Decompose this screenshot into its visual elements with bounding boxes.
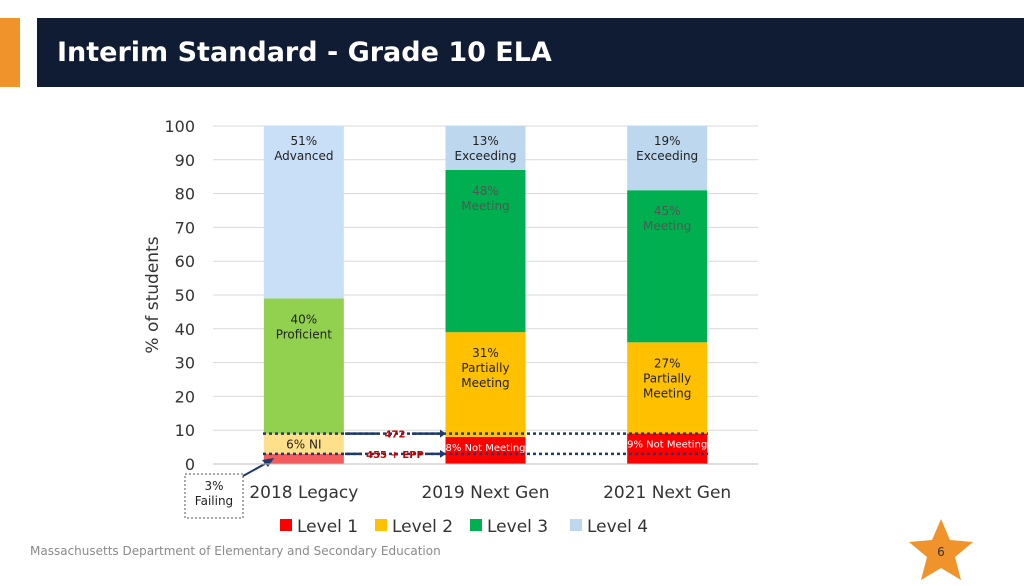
bar-segment-level-4	[627, 126, 708, 191]
legend-swatch	[470, 519, 482, 531]
legend-label: Level 2	[392, 517, 453, 537]
segment-label: 51% Advanced	[274, 134, 333, 163]
y-axis-label: % of students	[143, 236, 163, 353]
legend-swatch	[570, 519, 582, 531]
header-accent-bar	[0, 18, 20, 87]
y-tick-label: 90	[175, 151, 195, 170]
threshold-arrowhead	[440, 429, 446, 438]
threshold-label: 455 + EPP	[366, 450, 424, 461]
segment-label: 19% Exceeding	[636, 134, 698, 163]
header-bar: Interim Standard - Grade 10 ELA	[37, 18, 1024, 87]
bar-segment-level-1	[445, 436, 526, 464]
threshold-arrowhead	[440, 449, 446, 458]
callout-arrowhead	[262, 458, 274, 467]
legend-swatch	[375, 519, 387, 531]
x-tick-label: 2021 Next Gen	[603, 483, 731, 503]
bar-segment-level-4	[445, 126, 526, 170]
page-number-badge: 6	[909, 519, 973, 580]
page-number: 6	[937, 545, 945, 559]
bar-segment-level-2	[627, 342, 708, 434]
legend-label: Level 3	[487, 517, 548, 537]
segment-label: 8% Not Meeting	[445, 443, 525, 454]
y-tick-label: 50	[175, 286, 195, 305]
threshold-label: 472	[385, 430, 406, 441]
x-tick-label: 2019 Next Gen	[421, 483, 549, 503]
bar-segment-level-1	[263, 453, 344, 464]
bar-segment-level-1	[627, 433, 708, 464]
segment-label: 3% Failing	[195, 479, 233, 508]
segment-label: 13% Exceeding	[454, 134, 516, 163]
segment-label: 9% Not Meeting	[627, 440, 707, 451]
bar-segment-level-2	[445, 332, 526, 437]
y-tick-label: 10	[175, 421, 195, 440]
y-tick-label: 60	[175, 252, 195, 271]
y-tick-label: 40	[175, 320, 195, 339]
bar-segment-level-3	[627, 190, 708, 343]
page-title: Interim Standard - Grade 10 ELA	[57, 37, 552, 68]
segment-label: 48% Meeting	[461, 184, 509, 213]
legend-label: Level 1	[297, 517, 358, 537]
y-tick-label: 80	[175, 185, 195, 204]
bar-segment-level-2	[263, 433, 344, 454]
segment-label: 27% Partially Meeting	[643, 356, 691, 400]
segment-label: 40% Proficient	[276, 312, 333, 341]
y-tick-label: 100	[164, 117, 195, 136]
segment-label: 45% Meeting	[643, 204, 691, 233]
segment-label: 31% Partially Meeting	[461, 346, 509, 390]
y-tick-label: 20	[175, 387, 195, 406]
segment-label: 6% NI	[286, 438, 321, 452]
y-tick-label: 70	[175, 218, 195, 237]
y-tick-label: 30	[175, 354, 195, 373]
bar-segment-level-4	[263, 126, 344, 299]
bar-segment-level-3	[445, 169, 526, 333]
star-icon	[909, 519, 973, 580]
y-tick-label: 0	[185, 455, 195, 474]
bar-segment-level-3	[263, 298, 344, 434]
legend-swatch	[280, 519, 292, 531]
footer-organization: Massachusetts Department of Elementary a…	[30, 544, 441, 558]
legend-label: Level 4	[587, 517, 648, 537]
x-tick-label: 2018 Legacy	[249, 483, 358, 503]
failing-callout-box	[184, 473, 244, 519]
